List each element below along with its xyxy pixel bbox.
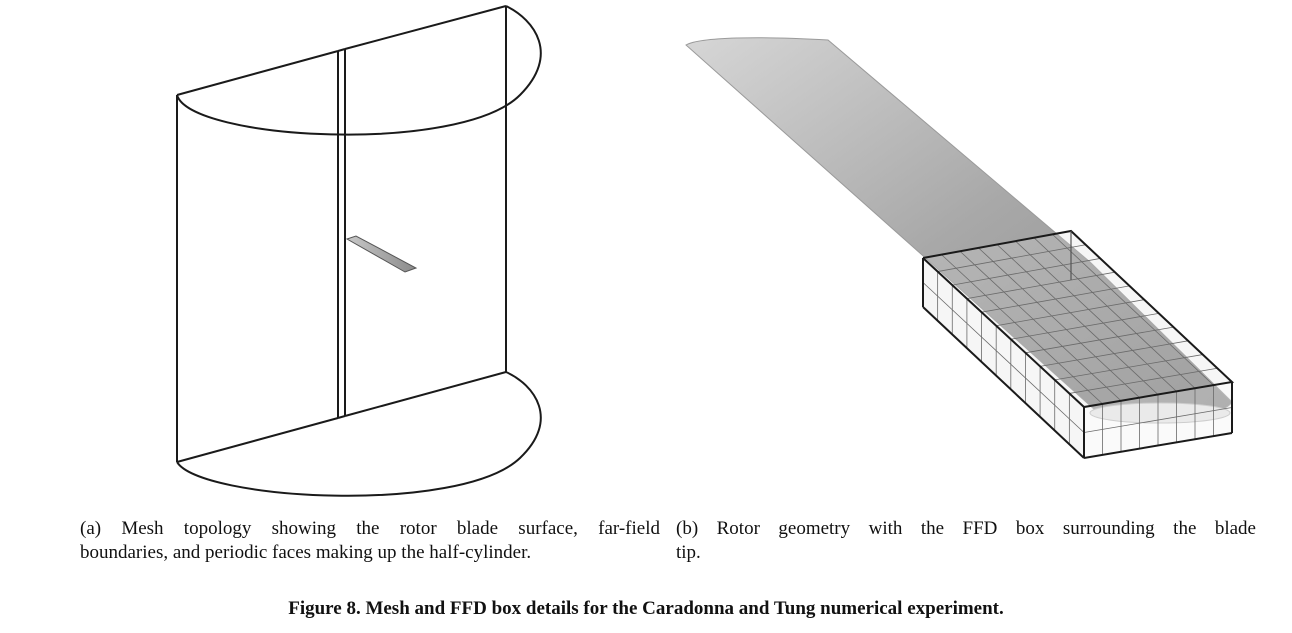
ffd-grid xyxy=(922,234,1233,455)
caption-a-line-2: boundaries, and periodic faces making up… xyxy=(80,542,532,563)
bottom-far-field-arc xyxy=(176,371,542,497)
mesh-topology-diagram xyxy=(176,5,542,497)
subfigure-a-caption: (a) Mesh topology showing the rotor blad… xyxy=(80,517,660,565)
caption-a-line-1: (a) Mesh topology showing the rotor blad… xyxy=(80,518,660,539)
top-far-field-arc xyxy=(176,5,542,136)
ffd-box-edges xyxy=(922,229,1235,459)
caption-b-line-2: tip. xyxy=(676,542,701,563)
subfigure-b-caption: (b) Rotor geometry with the FFD box surr… xyxy=(676,517,1256,565)
rotor-blade-surface xyxy=(345,235,418,273)
caption-b-line-1: (b) Rotor geometry with the FFD box surr… xyxy=(676,518,1256,539)
figure-caption-title: Figure 8. Mesh and FFD box details for t… xyxy=(288,598,1004,619)
rotor-geometry-diagram xyxy=(685,37,1235,459)
